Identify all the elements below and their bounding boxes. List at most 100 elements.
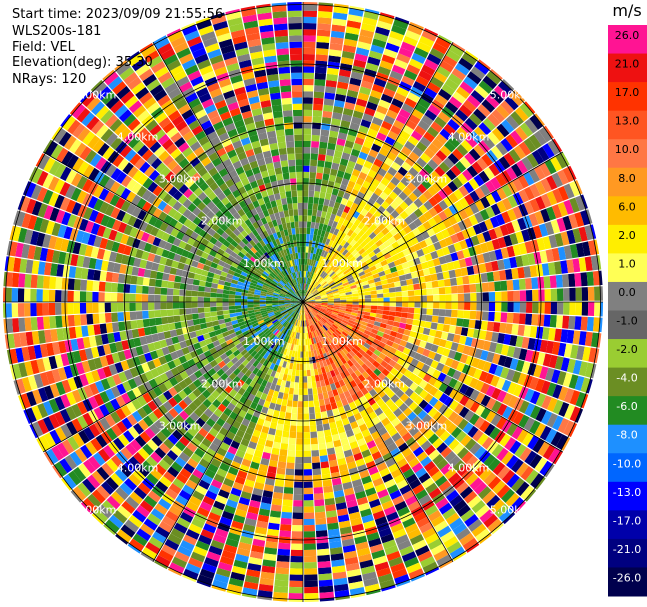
range-gate: [154, 447, 167, 459]
range-gate: [501, 469, 516, 484]
range-gate: [17, 303, 25, 317]
range-gate: [327, 390, 334, 398]
range-gate: [303, 308, 305, 315]
range-gate: [289, 310, 295, 316]
range-gate: [73, 314, 82, 326]
range-gate: [303, 401, 309, 408]
range-gate: [327, 219, 334, 227]
range-gate: [209, 442, 220, 453]
range-gate: [382, 376, 391, 385]
range-gate: [334, 242, 340, 250]
range-gate: [98, 281, 106, 292]
range-gate: [312, 462, 321, 470]
range-gate: [314, 254, 319, 261]
range-gate: [418, 340, 427, 349]
range-gate: [364, 291, 371, 296]
range-gate: [304, 314, 307, 321]
range-gate: [381, 368, 390, 377]
range-gate: [183, 376, 193, 386]
range-gate: [195, 540, 210, 551]
range-gate: [61, 477, 72, 491]
range-gate: [298, 313, 301, 321]
range-gate: [315, 283, 321, 289]
range-gate: [587, 286, 595, 301]
range-gate: [315, 60, 328, 68]
range-gate: [480, 196, 491, 209]
range-gate: [529, 265, 538, 278]
range-gate: [518, 242, 528, 255]
range-gate: [225, 393, 234, 403]
range-gate: [335, 329, 342, 336]
range-gate: [195, 361, 205, 370]
range-gate: [211, 381, 220, 390]
range-gate: [318, 348, 323, 355]
range-gate: [324, 192, 332, 201]
range-gate: [273, 364, 279, 372]
range-gate: [408, 296, 415, 302]
range-gate: [335, 451, 345, 460]
range-gate: [363, 203, 372, 212]
range-gate: [152, 408, 164, 420]
range-gate: [387, 484, 399, 495]
range-gate: [430, 344, 439, 353]
range-gate: [253, 297, 260, 300]
range-gate: [233, 455, 244, 465]
range-gate: [325, 289, 332, 294]
range-gate: [515, 126, 529, 141]
range-gate: [575, 195, 586, 211]
range-gate: [397, 166, 408, 177]
range-gate: [270, 396, 278, 404]
range-gate: [347, 180, 356, 189]
range-gate: [146, 473, 159, 486]
range-gate: [448, 388, 459, 400]
range-gate: [326, 148, 335, 157]
range-gate: [129, 302, 136, 312]
range-gate: [558, 386, 569, 401]
range-gate: [406, 182, 417, 192]
range-gate: [351, 406, 360, 416]
range-gate: [284, 386, 290, 394]
range-gate: [320, 340, 326, 348]
range-gate: [328, 174, 337, 183]
range-gate: [343, 172, 352, 181]
range-gate: [124, 519, 140, 533]
range-gate: [216, 394, 225, 404]
range-gate: [325, 441, 334, 449]
range-gate: [282, 328, 288, 335]
range-gate: [584, 224, 594, 241]
range-gate: [248, 372, 256, 380]
range-gate: [450, 285, 458, 294]
range-gate: [395, 291, 403, 297]
range-gate: [276, 423, 284, 431]
range-gate: [135, 302, 143, 311]
range-gate: [355, 541, 369, 551]
range-gate: [247, 393, 256, 402]
range-gate: [308, 338, 313, 345]
range-gate: [287, 316, 293, 323]
range-gate: [470, 255, 479, 266]
range-gate: [421, 477, 435, 489]
range-gate: [277, 332, 283, 339]
range-gate: [512, 347, 522, 359]
range-gate: [386, 511, 399, 522]
range-gate: [330, 427, 339, 436]
range-gate: [408, 500, 421, 512]
range-gate: [275, 345, 281, 352]
range-gate: [548, 327, 556, 341]
range-gate: [305, 283, 308, 291]
range-gate: [539, 460, 553, 476]
range-gate: [561, 437, 571, 451]
range-gate: [265, 394, 273, 403]
range-gate: [365, 228, 373, 236]
range-gate: [255, 362, 263, 370]
range-gate: [243, 432, 252, 441]
range-gate: [447, 118, 460, 131]
range-gate: [315, 302, 322, 304]
range-gate: [268, 340, 274, 348]
range-gate: [317, 560, 331, 569]
range-gate: [324, 231, 330, 239]
range-gate: [495, 416, 508, 430]
range-gate: [336, 508, 349, 517]
range-gate: [381, 394, 391, 403]
